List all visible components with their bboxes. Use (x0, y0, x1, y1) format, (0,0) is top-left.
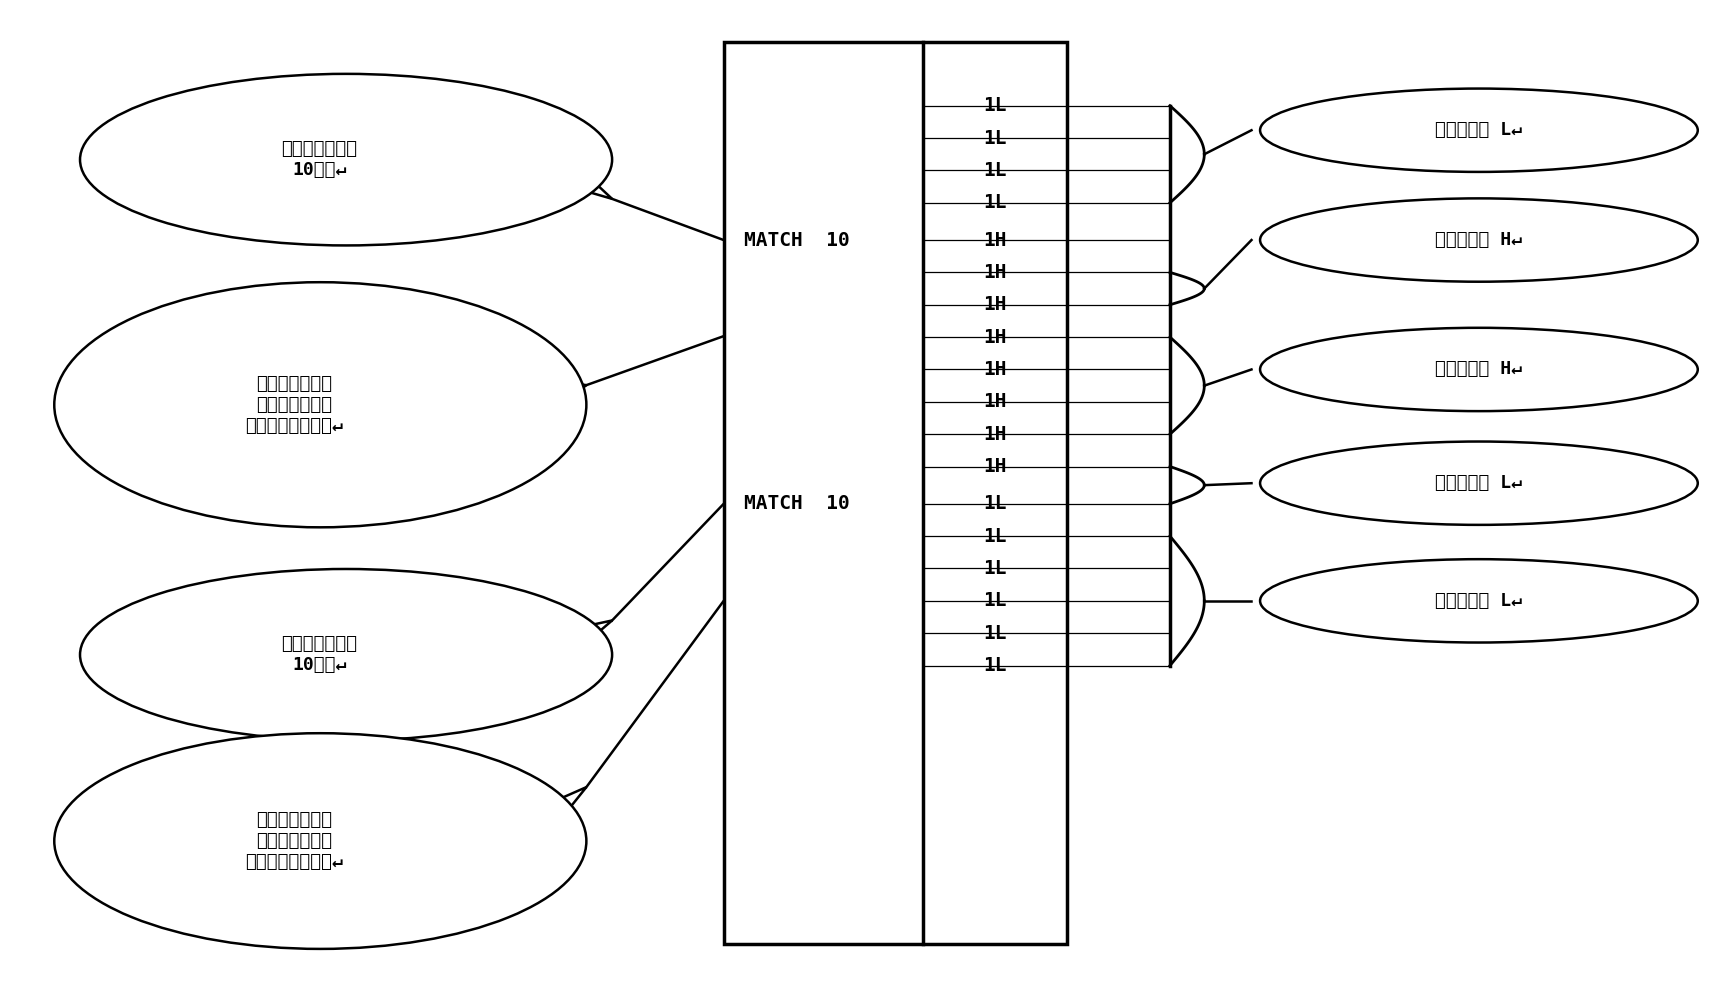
Text: 1H: 1H (983, 458, 1007, 476)
Text: 1H: 1H (983, 231, 1007, 249)
Text: 1L: 1L (983, 494, 1007, 514)
Text: 1L: 1L (983, 592, 1007, 610)
Ellipse shape (1261, 559, 1698, 643)
Text: 匹配指令，匹配
10次。↵: 匹配指令，匹配 10次。↵ (281, 635, 358, 674)
Text: 1H: 1H (983, 392, 1007, 411)
Text: MATCH  10: MATCH 10 (744, 231, 851, 249)
Ellipse shape (55, 734, 587, 949)
Ellipse shape (79, 569, 611, 740)
Text: 1H: 1H (983, 295, 1007, 315)
Text: 1L: 1L (983, 161, 1007, 179)
Ellipse shape (1261, 198, 1698, 282)
Text: 1L: 1L (983, 193, 1007, 212)
Ellipse shape (55, 282, 587, 528)
Text: 1L: 1L (983, 128, 1007, 148)
Ellipse shape (1261, 89, 1698, 172)
Text: 1H: 1H (983, 425, 1007, 444)
Text: 1L: 1L (983, 624, 1007, 643)
Polygon shape (522, 787, 587, 867)
Text: 1L: 1L (983, 559, 1007, 578)
Text: 如果匹配到低电
压，就继续向下
执行，否则中止。↵: 如果匹配到低电 压，就继续向下 执行，否则中止。↵ (245, 811, 343, 871)
Text: 匹配指令，匹配
10次。↵: 匹配指令，匹配 10次。↵ (281, 140, 358, 179)
Bar (723, 42, 1068, 944)
Text: 1H: 1H (983, 327, 1007, 347)
Polygon shape (548, 620, 611, 675)
Text: 1L: 1L (983, 97, 1007, 115)
Ellipse shape (1261, 327, 1698, 411)
Text: 1L: 1L (983, 656, 1007, 675)
Ellipse shape (79, 74, 611, 246)
Text: 1H: 1H (983, 360, 1007, 379)
Text: 比较高电平 H↵: 比较高电平 H↵ (1436, 361, 1522, 379)
Text: 匹配低电平 L↵: 匹配低电平 L↵ (1436, 474, 1522, 492)
Text: 比较低电平 L↵: 比较低电平 L↵ (1436, 121, 1522, 139)
Ellipse shape (1261, 442, 1698, 525)
Polygon shape (548, 139, 611, 199)
Text: 匹配高电平 H↵: 匹配高电平 H↵ (1436, 231, 1522, 249)
Text: 1H: 1H (983, 263, 1007, 282)
Text: 比较低电平 L↵: 比较低电平 L↵ (1436, 592, 1522, 610)
Text: 1L: 1L (983, 527, 1007, 545)
Text: 如果匹配到高电
压，就继续向下
执行，否则中止。↵: 如果匹配到高电 压，就继续向下 执行，否则中止。↵ (245, 375, 343, 435)
Text: MATCH  10: MATCH 10 (744, 494, 851, 514)
Polygon shape (522, 376, 587, 434)
